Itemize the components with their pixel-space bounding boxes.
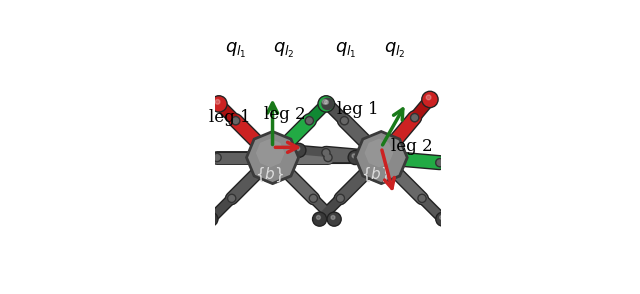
Text: $q_{l_2}$: $q_{l_2}$ <box>384 41 406 60</box>
Text: leg 2: leg 2 <box>264 106 306 123</box>
Circle shape <box>213 153 221 162</box>
Circle shape <box>323 150 329 156</box>
Circle shape <box>342 118 347 123</box>
Circle shape <box>212 97 226 111</box>
Circle shape <box>461 156 479 174</box>
Circle shape <box>322 148 330 157</box>
Text: $q_{l_2}$: $q_{l_2}$ <box>273 41 294 60</box>
Circle shape <box>348 151 362 165</box>
Circle shape <box>187 154 191 158</box>
Circle shape <box>183 151 197 165</box>
Circle shape <box>204 212 218 226</box>
Circle shape <box>324 153 332 162</box>
Polygon shape <box>355 131 407 183</box>
Circle shape <box>319 97 333 111</box>
Circle shape <box>331 216 335 219</box>
Circle shape <box>307 118 312 123</box>
Circle shape <box>338 196 343 201</box>
Circle shape <box>352 154 356 158</box>
Circle shape <box>440 216 444 219</box>
Polygon shape <box>356 133 408 185</box>
Circle shape <box>312 212 326 226</box>
Circle shape <box>418 194 426 203</box>
Circle shape <box>229 196 234 201</box>
Circle shape <box>336 194 344 203</box>
Polygon shape <box>247 133 300 185</box>
Text: leg 1: leg 1 <box>337 101 378 118</box>
Circle shape <box>232 117 240 125</box>
Circle shape <box>426 95 431 100</box>
Circle shape <box>228 194 236 203</box>
Circle shape <box>411 113 419 122</box>
Circle shape <box>349 152 361 163</box>
Circle shape <box>211 96 227 112</box>
Circle shape <box>208 216 212 219</box>
Circle shape <box>323 99 327 104</box>
Circle shape <box>305 117 314 125</box>
Circle shape <box>340 117 348 125</box>
Circle shape <box>316 216 321 219</box>
Circle shape <box>310 196 316 201</box>
Circle shape <box>205 213 216 225</box>
Circle shape <box>437 213 449 225</box>
Circle shape <box>419 196 425 201</box>
Circle shape <box>437 160 442 165</box>
Polygon shape <box>365 139 393 167</box>
Circle shape <box>233 118 239 123</box>
Circle shape <box>436 158 444 167</box>
Circle shape <box>322 98 333 110</box>
Text: $q_{l_1}$: $q_{l_1}$ <box>225 41 247 60</box>
Circle shape <box>184 152 196 163</box>
Polygon shape <box>246 131 299 183</box>
Text: leg 1: leg 1 <box>209 109 250 126</box>
Circle shape <box>328 213 340 225</box>
Circle shape <box>215 99 220 104</box>
Circle shape <box>292 143 306 157</box>
Text: leg 2: leg 2 <box>391 138 433 155</box>
Circle shape <box>463 158 477 173</box>
Circle shape <box>422 91 438 108</box>
Circle shape <box>293 145 305 156</box>
Circle shape <box>296 147 300 151</box>
Circle shape <box>314 213 325 225</box>
Circle shape <box>214 155 220 160</box>
Text: $q_{l_1}$: $q_{l_1}$ <box>335 41 357 60</box>
Circle shape <box>321 97 335 111</box>
Circle shape <box>436 212 450 226</box>
Circle shape <box>412 115 417 120</box>
Circle shape <box>318 96 334 112</box>
Circle shape <box>324 100 328 104</box>
Circle shape <box>466 161 472 166</box>
Circle shape <box>423 93 436 106</box>
Text: $\{b\}$: $\{b\}$ <box>361 165 390 184</box>
Circle shape <box>327 212 341 226</box>
Polygon shape <box>256 139 285 167</box>
Text: $\{b\}$: $\{b\}$ <box>255 165 284 184</box>
Circle shape <box>325 155 331 160</box>
Circle shape <box>309 194 317 203</box>
